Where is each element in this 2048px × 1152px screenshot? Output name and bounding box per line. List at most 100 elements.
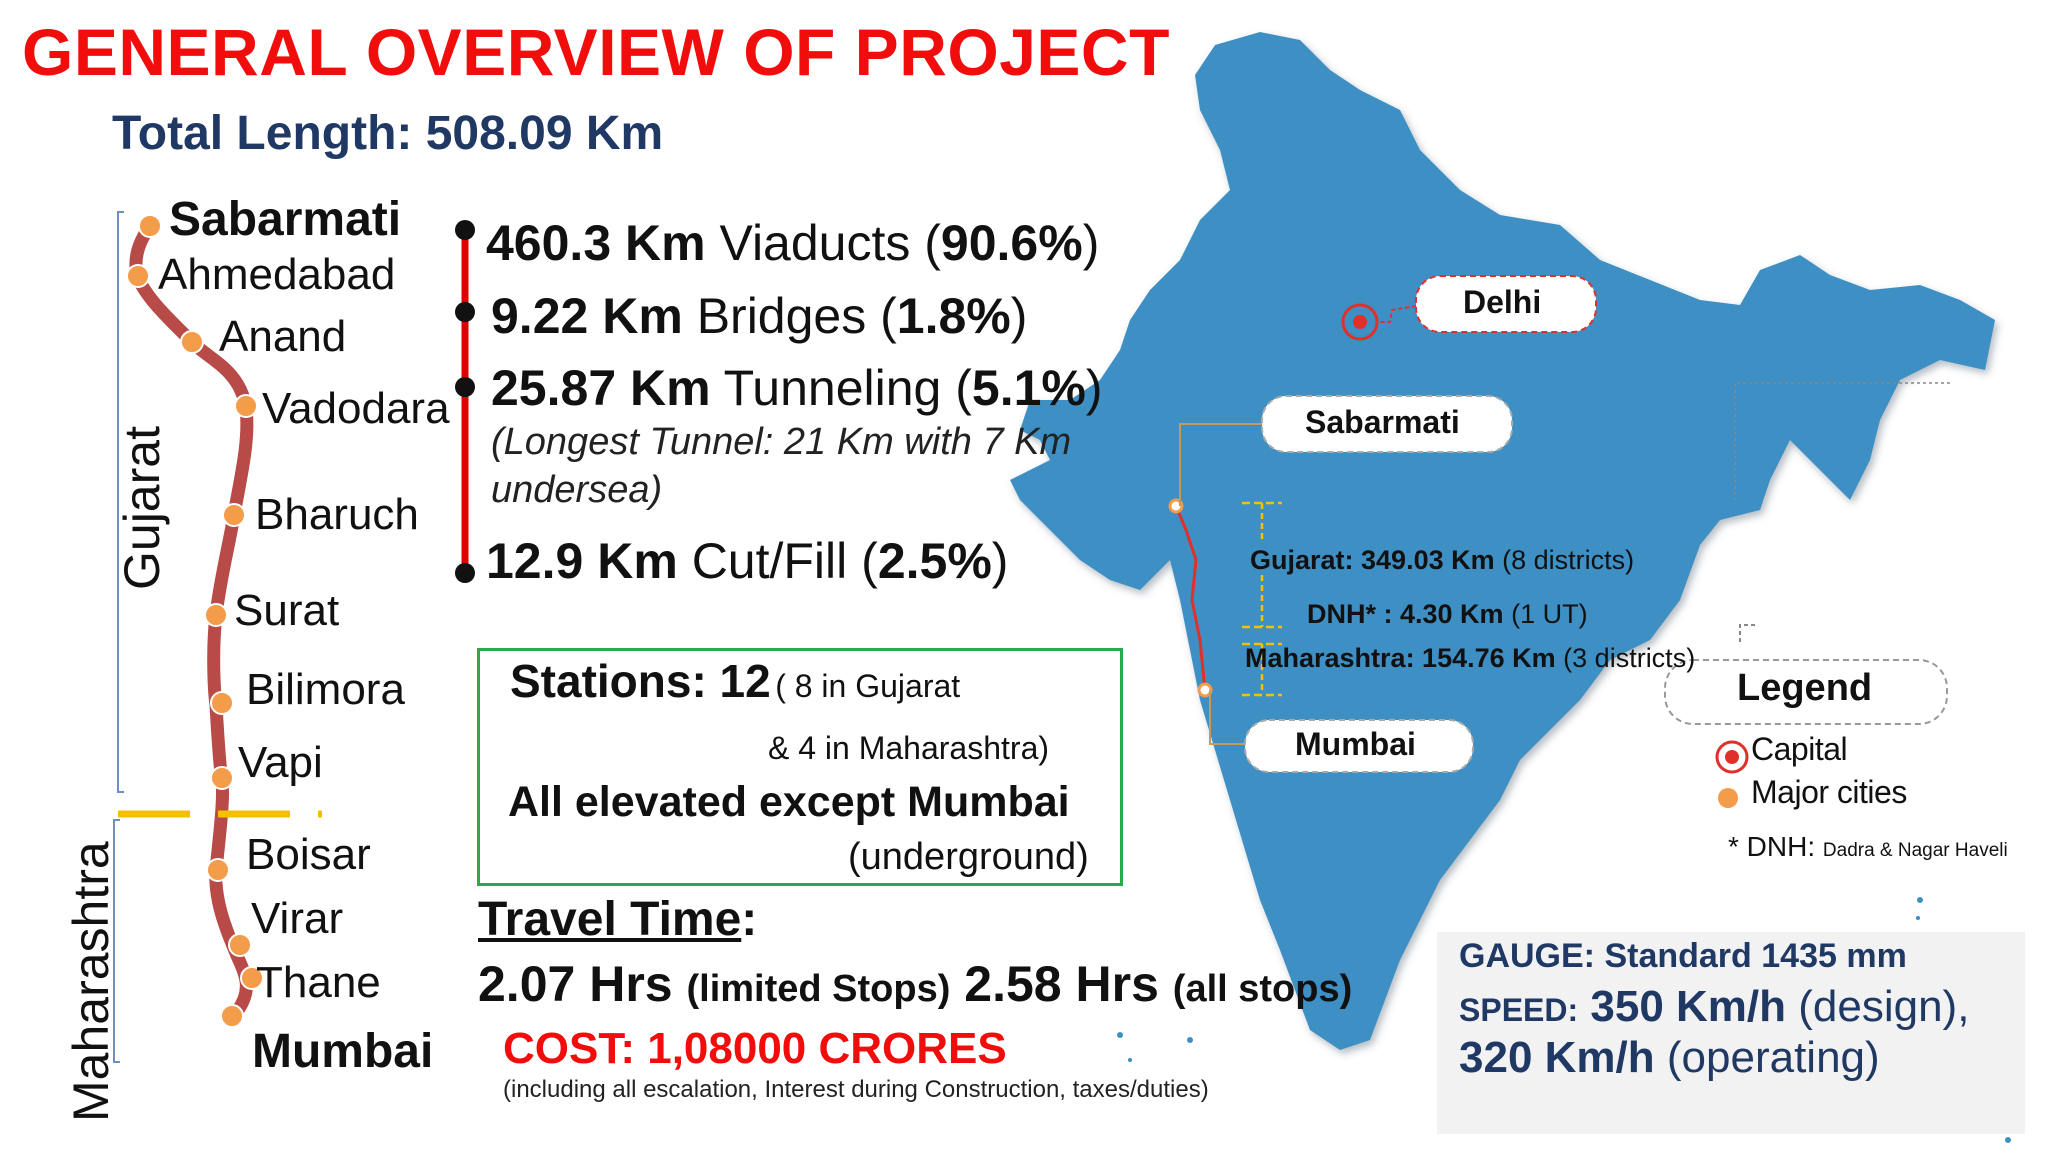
- specs-box: [1437, 932, 2025, 1134]
- dnh-length: DNH* : 4.30 Km (1 UT): [1307, 599, 1588, 630]
- timeline-dot: [455, 377, 475, 397]
- legend-capital-icon: [1715, 740, 1749, 774]
- all-time: 2.58 Hrs: [964, 956, 1159, 1012]
- gujarat-bracket: [117, 211, 124, 793]
- station-label: Vapi: [238, 738, 323, 787]
- station-label: Thane: [256, 958, 381, 1007]
- feature-pct: 2.5%: [877, 533, 992, 589]
- legend-major-city-icon: [1718, 788, 1738, 808]
- route-line-map: [1174, 505, 1207, 691]
- sabarmati-map-label: Sabarmati: [1305, 404, 1460, 440]
- dot-vadodara: [234, 394, 258, 418]
- station-label: Mumbai: [252, 1025, 434, 1078]
- feature-timeline: [455, 220, 475, 583]
- dot-bilimora: [210, 691, 234, 715]
- travel-time-heading-text: Travel Time: [478, 893, 742, 946]
- dot-ahmedabad: [126, 264, 150, 288]
- mumbai-leader: [1209, 690, 1250, 745]
- delhi-capital-icon: [1341, 303, 1379, 341]
- route-strip: [113, 211, 322, 1063]
- speed-operating: 320 Km/h (operating): [1459, 1033, 1880, 1083]
- station-label: Ahmedabad: [158, 250, 396, 299]
- feature-type: Bridges: [696, 288, 867, 344]
- maharashtra-bracket: [113, 819, 120, 1063]
- feature-type: Tunneling: [723, 360, 942, 416]
- region-maharashtra: Maharashtra: [63, 841, 119, 1122]
- maharashtra-length: Maharashtra: 154.76 Km (3 districts): [1245, 643, 1695, 674]
- delhi-callout: [1415, 275, 1597, 333]
- feature-pct: 1.8%: [896, 288, 1011, 344]
- total-length-value: 508.09 Km: [425, 107, 664, 160]
- dot-sabarmati: [138, 214, 162, 238]
- elevated-note: All elevated except Mumbai: [508, 778, 1070, 826]
- legend-leader: [1739, 624, 1755, 642]
- station-label: Anand: [219, 312, 347, 361]
- gujarat-length-detail: (8 districts): [1502, 545, 1635, 575]
- legend-callout: [1664, 659, 1948, 725]
- dot-thane: [240, 966, 264, 990]
- mumbai-callout: [1244, 719, 1474, 773]
- travel-time-colon: :: [741, 893, 758, 946]
- sabarmati-leader: [1179, 423, 1262, 506]
- cost-note: (including all escalation, Interest duri…: [503, 1076, 1209, 1103]
- station-label: Boisar: [246, 830, 371, 879]
- speed-operating-value: 320 Km/h: [1459, 1033, 1655, 1082]
- station-label: Surat: [234, 586, 340, 635]
- travel-time-heading: Travel Time:: [478, 892, 757, 947]
- island-dots: [1117, 897, 2011, 1143]
- feature-bridges: 9.22 Km Bridges (1.8%): [491, 288, 1028, 344]
- legend-capital-dot: [1725, 750, 1739, 764]
- dnh-prefix: * DNH:: [1728, 831, 1816, 862]
- maharashtra-length-label: Maharashtra: 154.76 Km: [1245, 643, 1556, 673]
- dot-mumbai: [220, 1004, 244, 1028]
- region-gujarat: Gujarat: [114, 426, 170, 590]
- speed-design-label: (design),: [1798, 982, 1970, 1031]
- total-length-label: Total Length:: [112, 107, 413, 160]
- speed-design-value: 350 Km/h: [1590, 982, 1787, 1031]
- maharashtra-length-detail: (3 districts): [1563, 643, 1696, 673]
- station-label: Vadodara: [262, 384, 450, 433]
- cost-text: COST: 1,08000 CRORES: [503, 1024, 1007, 1073]
- dot-vapi: [210, 766, 234, 790]
- feature-pct: 5.1%: [971, 360, 1086, 416]
- dot-anand: [180, 330, 204, 354]
- legend-major-label: Major cities: [1751, 774, 1907, 810]
- speed-operating-label: (operating): [1666, 1033, 1880, 1082]
- india-map-shape: [1010, 32, 1995, 1050]
- feature-length: 25.87 Km: [491, 360, 711, 416]
- dnh-footnote: * DNH: Dadra & Nagar Haveli: [1728, 831, 2008, 863]
- stations-label: Stations: 12: [510, 655, 771, 707]
- feature-viaducts: 460.3 Km Viaducts (90.6%): [486, 215, 1100, 271]
- feature-length: 12.9 Km: [486, 533, 678, 589]
- gauge-text: GAUGE: Standard 1435 mm: [1459, 937, 1907, 975]
- limited-time: 2.07 Hrs: [478, 956, 673, 1012]
- dot-bharuch: [222, 503, 246, 527]
- feature-length: 9.22 Km: [491, 288, 683, 344]
- stations-detail: ( 8 in Gujarat: [775, 668, 961, 704]
- timeline-dot: [455, 302, 475, 322]
- feature-pct: 90.6%: [940, 215, 1083, 271]
- dnh-length-detail: (1 UT): [1511, 599, 1588, 629]
- dnh-full: Dadra & Nagar Haveli: [1822, 840, 2008, 861]
- total-length: Total Length: 508.09 Km: [112, 106, 663, 161]
- feature-length: 460.3 Km: [486, 215, 706, 271]
- legend-title: Legend: [1737, 667, 1873, 709]
- delhi-capital-dot: [1353, 315, 1367, 329]
- station-label: Bilimora: [246, 665, 405, 714]
- dnh-length-label: DNH* : 4.30 Km: [1307, 599, 1504, 629]
- station-label: Virar: [251, 894, 344, 943]
- dot-surat: [204, 603, 228, 627]
- all-label: (all stops): [1172, 968, 1353, 1010]
- feature-tunneling: 25.87 Km Tunneling (5.1%): [491, 360, 1103, 416]
- gujarat-length: Gujarat: 349.03 Km (8 districts): [1250, 545, 1634, 576]
- tunnel-note: (Longest Tunnel: 21 Km with 7 Km underse…: [491, 421, 1072, 511]
- travel-time-values: 2.07 Hrs (limited Stops) 2.58 Hrs (all s…: [478, 955, 1352, 1013]
- gujarat-length-label: Gujarat: 349.03 Km: [1250, 545, 1495, 575]
- limited-label: (limited Stops): [686, 968, 951, 1010]
- feature-type: Viaducts: [719, 215, 911, 271]
- dot-boisar: [206, 858, 230, 882]
- page-title: GENERAL OVERVIEW OF PROJECT: [22, 15, 1170, 89]
- speed-label: SPEED:: [1459, 992, 1579, 1028]
- delhi-leader: [1378, 305, 1417, 323]
